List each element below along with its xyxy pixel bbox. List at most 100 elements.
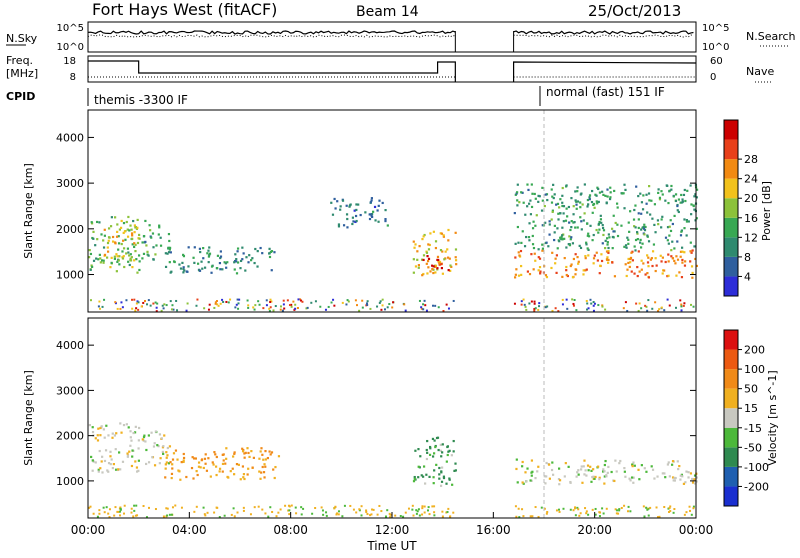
echo-cell — [128, 263, 131, 267]
echo-cell — [202, 466, 205, 470]
echo-cell — [531, 227, 535, 230]
ground-scatter-cell — [622, 307, 625, 310]
echo-cell — [579, 246, 583, 250]
echo-cell — [632, 476, 635, 479]
ground-scatter-cell — [434, 304, 437, 307]
echo-cell — [653, 203, 657, 206]
echo-cell — [584, 257, 587, 260]
echo-cell — [416, 258, 419, 261]
echo-cell — [196, 473, 199, 477]
echo-cell — [569, 238, 572, 241]
echo-cell — [273, 251, 276, 254]
ground-scatter-cell — [692, 505, 695, 508]
echo-cell — [632, 481, 635, 484]
echo-cell — [100, 425, 103, 428]
ground-scatter-cell — [521, 508, 524, 511]
echo-cell — [576, 471, 579, 474]
echo-cell — [111, 235, 115, 239]
echo-cell — [643, 233, 646, 236]
echo-cell — [153, 464, 157, 467]
ground-scatter-cell — [295, 512, 298, 515]
echo-cell — [166, 454, 169, 457]
echo-cell — [669, 219, 672, 222]
echo-cell — [545, 475, 548, 478]
echo-cell — [253, 261, 256, 265]
power-swatch — [724, 217, 738, 238]
echo-cell — [660, 260, 663, 263]
ground-scatter-cell — [355, 511, 358, 514]
echo-cell — [378, 199, 381, 202]
echo-cell — [586, 222, 589, 225]
power-echo-cells — [88, 110, 699, 313]
echo-cell — [679, 255, 682, 258]
ground-scatter-cell — [345, 303, 348, 306]
ground-scatter-cell — [415, 509, 418, 512]
ground-scatter-cell — [337, 510, 340, 513]
ground-scatter-cell — [674, 306, 677, 309]
ground-scatter-cell — [105, 506, 108, 509]
ground-scatter-cell — [592, 300, 595, 303]
echo-cell — [536, 470, 539, 473]
echo-cell — [644, 225, 647, 229]
ground-scatter-cell — [647, 514, 650, 517]
ground-scatter-cell — [146, 303, 149, 306]
echo-cell — [426, 451, 429, 454]
echo-cell — [601, 226, 605, 230]
echo-cell — [252, 456, 255, 459]
ground-scatter-cell — [411, 508, 414, 511]
ground-scatter-cell — [321, 509, 324, 512]
echo-cell — [98, 221, 101, 224]
echo-cell — [89, 268, 92, 271]
echo-cell — [413, 475, 416, 479]
echo-cell — [176, 458, 179, 461]
ground-scatter-cell — [246, 299, 249, 302]
ground-scatter-cell — [162, 307, 165, 310]
echo-cell — [616, 234, 620, 238]
ground-scatter-cell — [119, 510, 122, 513]
echo-cell — [687, 476, 690, 479]
echo-cell — [116, 255, 119, 258]
echo-cell — [191, 456, 194, 459]
echo-cell — [159, 457, 162, 460]
echo-cell — [422, 258, 425, 262]
echo-cell — [686, 189, 689, 192]
echo-cell — [643, 223, 646, 226]
echo-cell — [569, 264, 572, 268]
echo-cell — [96, 434, 99, 437]
ground-scatter-cell — [399, 515, 402, 518]
echo-cell — [627, 238, 630, 241]
echo-cell — [666, 275, 669, 278]
echo-cell — [187, 265, 190, 268]
echo-cell — [606, 195, 609, 198]
echo-cell — [585, 243, 588, 246]
echo-cell — [592, 262, 595, 265]
echo-cell — [164, 252, 167, 255]
echo-cell — [199, 466, 202, 469]
echo-cell — [444, 250, 447, 253]
echo-cell — [615, 202, 619, 205]
ground-scatter-cell — [376, 305, 379, 308]
echo-cell — [426, 272, 429, 275]
echo-cell — [348, 204, 352, 207]
ground-scatter-cell — [365, 510, 368, 513]
ground-scatter-cell — [518, 516, 521, 519]
power-panel-frame — [87, 109, 697, 313]
echo-cell — [605, 474, 608, 477]
ground-scatter-cell — [669, 505, 672, 508]
echo-cell — [666, 463, 670, 466]
echo-cell — [680, 230, 683, 233]
ground-scatter-cell — [376, 513, 379, 516]
ground-scatter-cell — [268, 307, 271, 310]
echo-cell — [680, 193, 683, 197]
echo-cell — [691, 481, 695, 484]
ground-scatter-cell — [282, 303, 285, 306]
echo-cell — [581, 203, 584, 206]
ground-scatter-cell — [346, 299, 349, 302]
echo-cell — [233, 452, 236, 455]
ground-scatter-cell — [537, 515, 540, 518]
ground-scatter-cell — [332, 298, 335, 301]
echo-cell — [268, 247, 271, 250]
echo-cell — [109, 266, 112, 269]
echo-cell — [585, 268, 588, 271]
echo-cell — [88, 249, 91, 252]
